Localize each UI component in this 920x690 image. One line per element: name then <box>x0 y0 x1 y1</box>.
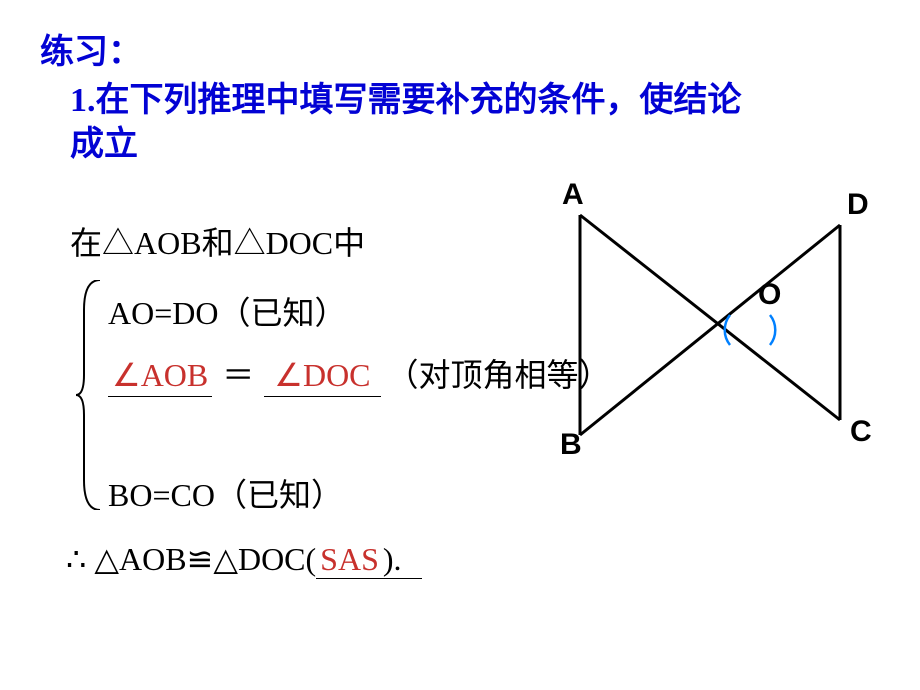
exercise-title: 练习： <box>40 24 142 73</box>
proof-intro: 在△AOB和△DOC中 <box>70 218 365 264</box>
line-AC <box>580 215 840 420</box>
angle-arc-right <box>770 315 775 345</box>
instruction-line1: 1.在下列推理中填写需要补充的条件，使结论 <box>70 72 742 121</box>
conclusion-pre: ∴ △AOB≌△DOC( <box>66 540 316 578</box>
blank-doc: ∠DOC <box>264 356 380 397</box>
label-A: A <box>562 178 584 212</box>
conclusion-sas: SAS <box>316 541 383 579</box>
label-B: B <box>560 428 582 462</box>
label-D: D <box>847 188 869 222</box>
label-C: C <box>850 415 872 449</box>
step3: BO=CO（已知） <box>108 470 343 516</box>
step1: AO=DO（已知） <box>108 288 347 334</box>
blank-aob: ∠AOB <box>108 356 212 397</box>
line-BD <box>580 225 840 435</box>
brace <box>76 280 104 510</box>
conclusion-post: ). <box>383 541 422 579</box>
label-O: O <box>758 278 781 312</box>
triangle-diagram: A B D C O <box>560 200 880 460</box>
equals: ＝ <box>222 350 254 396</box>
instruction-line2: 成立 <box>70 116 138 165</box>
